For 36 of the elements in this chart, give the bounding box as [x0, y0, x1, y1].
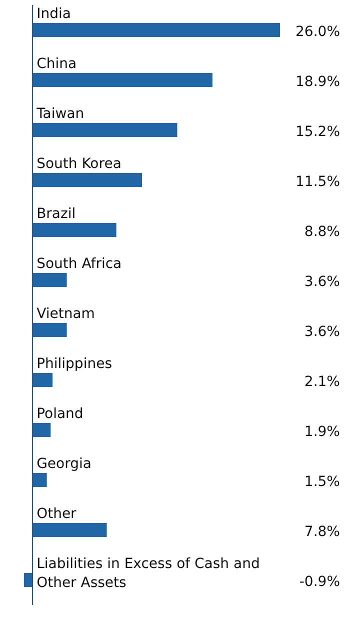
data-label: 7.8%	[304, 524, 340, 540]
y-tick-label: South Korea	[36, 156, 122, 172]
y-tick-label: Poland	[36, 406, 84, 422]
bar	[32, 173, 142, 187]
data-label: 26.0%	[296, 24, 340, 40]
data-label: 3.6%	[304, 324, 340, 340]
data-label: 15.2%	[296, 124, 340, 140]
bar	[32, 423, 51, 437]
bar	[32, 23, 280, 37]
data-label: 1.5%	[304, 474, 340, 490]
y-tick-label: South Africa	[36, 256, 122, 272]
bar	[32, 323, 67, 337]
y-tick-label: Liabilities in Excess of Cash and Other Assets	[36, 556, 260, 591]
data-label: -0.9%	[299, 574, 340, 590]
bar	[32, 273, 67, 287]
bar	[32, 123, 178, 137]
y-tick-label: Taiwan	[36, 106, 84, 122]
y-tick-label: Vietnam	[36, 306, 95, 322]
data-label: 8.8%	[304, 224, 340, 240]
bar	[24, 573, 33, 587]
bar	[32, 523, 107, 537]
y-tick-label: Philippines	[36, 356, 112, 372]
y-tick-label: India	[36, 6, 71, 22]
y-tick-label: Other	[36, 506, 77, 522]
y-tick-label: China	[36, 56, 77, 72]
bar	[32, 473, 47, 487]
bar	[32, 73, 212, 87]
bar	[32, 223, 116, 237]
y-tick-label: Georgia	[36, 456, 92, 472]
data-label: 2.1%	[304, 374, 340, 390]
data-label: 11.5%	[296, 174, 340, 190]
bar	[32, 373, 53, 387]
data-label: 1.9%	[304, 424, 340, 440]
data-label: 3.6%	[304, 274, 340, 290]
data-label: 18.9%	[296, 74, 340, 90]
y-tick-label: Brazil	[36, 206, 76, 222]
